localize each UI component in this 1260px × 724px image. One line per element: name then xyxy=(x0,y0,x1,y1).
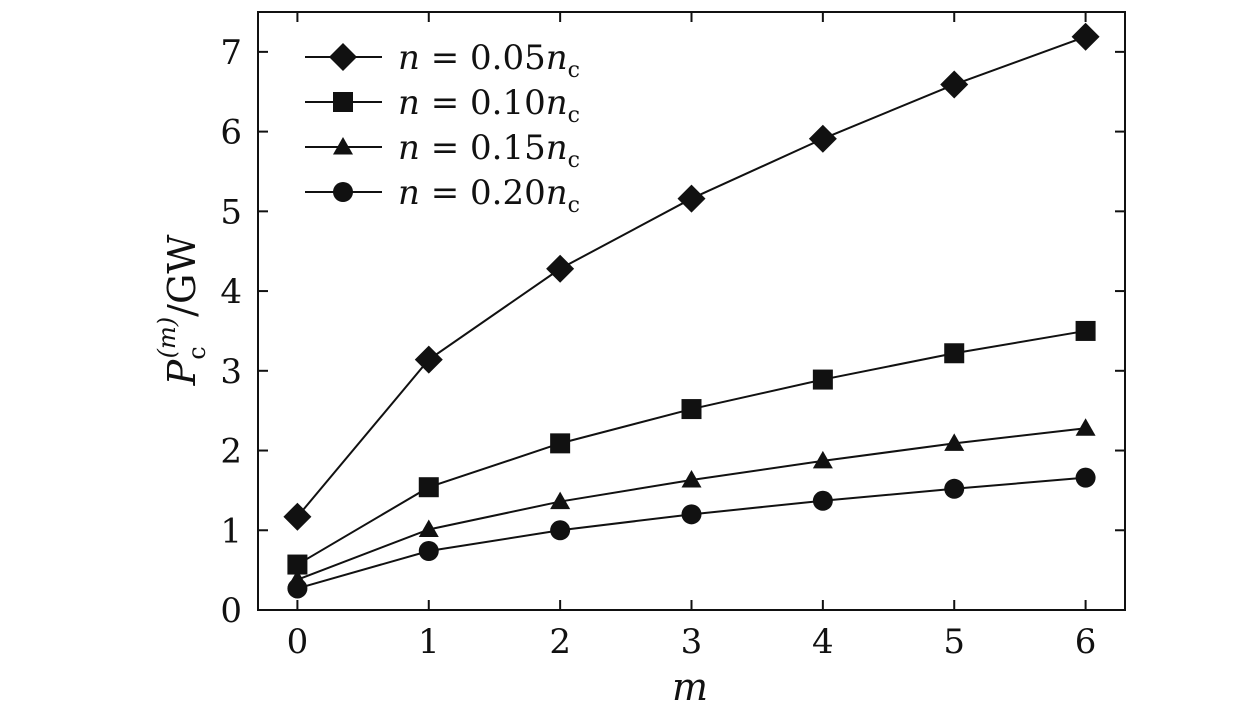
data-point xyxy=(414,345,443,374)
data-point xyxy=(418,540,439,561)
legend-marker-square xyxy=(333,92,353,112)
data-point xyxy=(283,502,312,531)
legend-item: n = 0.10nc xyxy=(305,83,580,128)
data-point xyxy=(681,399,702,420)
data-point xyxy=(550,433,571,454)
data-point xyxy=(546,254,575,283)
data-point xyxy=(287,578,308,599)
x-axis-label: m xyxy=(672,665,708,709)
legend-label: n = 0.10nc xyxy=(398,83,580,128)
legend-label: n = 0.20nc xyxy=(398,173,580,218)
y-tick-label: 0 xyxy=(220,591,242,631)
x-tick-label: 2 xyxy=(549,622,571,662)
series-diamond xyxy=(283,22,1100,531)
legend-item: n = 0.20nc xyxy=(305,173,580,218)
x-tick-label: 6 xyxy=(1075,622,1097,662)
x-tick-label: 0 xyxy=(287,622,309,662)
y-axis-label-unit: /GW xyxy=(160,235,204,317)
legend-label: n = 0.05nc xyxy=(398,38,580,83)
data-point xyxy=(812,490,833,511)
svg-text:Pc(m)/GW: Pc(m)/GW xyxy=(153,235,211,387)
y-tick-label: 5 xyxy=(220,192,242,232)
y-axis-label-base: P xyxy=(160,358,204,386)
data-point xyxy=(681,504,702,525)
data-point xyxy=(812,450,833,469)
series-layer xyxy=(283,22,1100,599)
legend-label: n = 0.15nc xyxy=(398,128,580,173)
data-point xyxy=(418,519,439,537)
data-point xyxy=(1071,22,1100,51)
y-tick-label: 4 xyxy=(220,272,242,312)
data-point xyxy=(944,343,965,364)
data-point xyxy=(1075,467,1096,488)
series-triangle xyxy=(287,418,1096,588)
data-point xyxy=(944,478,965,499)
series-line xyxy=(297,427,1086,581)
data-point xyxy=(550,520,571,541)
series-line xyxy=(296,329,1086,566)
data-point xyxy=(1075,320,1096,341)
data-point xyxy=(418,477,439,498)
legend-item: n = 0.15nc xyxy=(305,128,580,173)
y-tick-label: 1 xyxy=(220,511,242,551)
x-tick-label: 3 xyxy=(681,622,703,662)
y-axis-label-sub: c xyxy=(183,346,211,359)
x-tick-label: 5 xyxy=(943,622,965,662)
y-tick-label: 7 xyxy=(220,33,242,73)
x-axis: 0 1 2 3 4 5 6 xyxy=(287,12,1097,662)
x-tick-label: 4 xyxy=(812,622,834,662)
data-point xyxy=(944,433,965,451)
data-point xyxy=(1075,418,1096,436)
y-axis-label: Pc(m)/GW xyxy=(153,235,211,387)
legend-item: n = 0.05nc xyxy=(305,38,580,83)
data-point xyxy=(681,470,702,488)
y-tick-label: 3 xyxy=(220,352,242,392)
series-square xyxy=(287,320,1096,575)
y-tick-label: 6 xyxy=(220,113,242,153)
data-point xyxy=(940,70,969,99)
data-point xyxy=(812,369,833,390)
y-axis: 0 1 2 3 4 5 6 7 xyxy=(220,33,1125,631)
series-circle xyxy=(287,467,1096,599)
legend-marker-triangle xyxy=(333,137,353,155)
x-tick-label: 1 xyxy=(418,622,440,662)
data-point xyxy=(808,124,837,153)
legend-marker-circle xyxy=(333,182,353,202)
legend-marker-diamond xyxy=(329,43,357,71)
data-point xyxy=(287,554,308,575)
y-tick-label: 2 xyxy=(220,432,242,472)
data-point xyxy=(550,491,571,510)
data-point xyxy=(677,184,706,213)
y-axis-label-sup: (m) xyxy=(153,317,181,358)
